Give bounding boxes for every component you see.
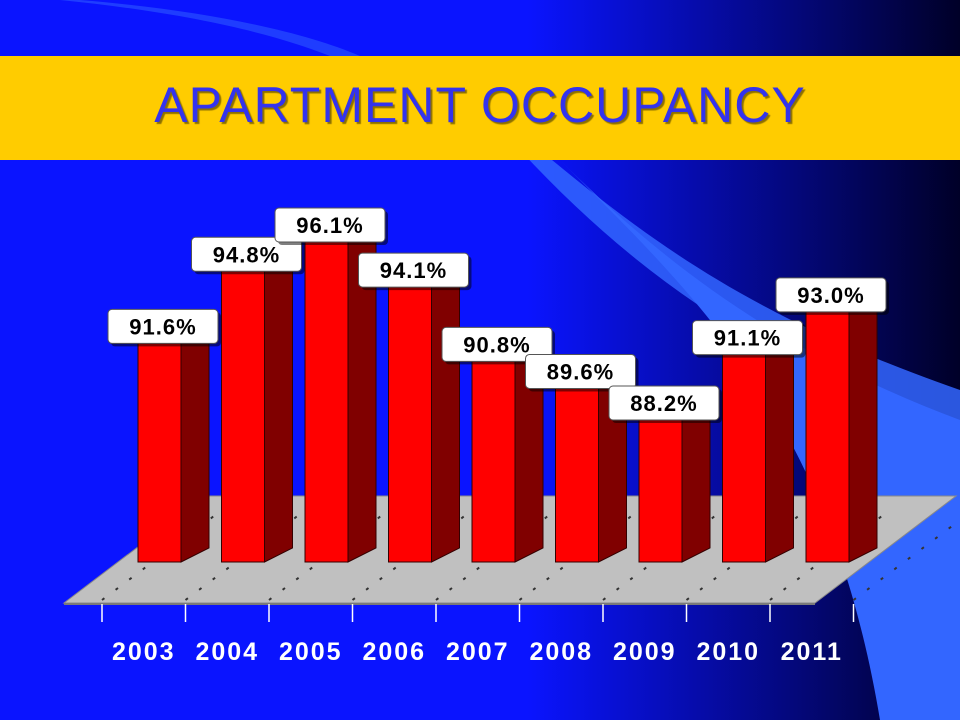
- bar-side: [765, 332, 794, 563]
- data-label: 89.6%: [547, 359, 614, 384]
- x-tick-label: 2011: [781, 638, 843, 666]
- data-label: 91.1%: [714, 326, 781, 351]
- data-label: 94.1%: [380, 258, 447, 283]
- data-label-box: [107, 308, 219, 344]
- bar: [638, 412, 683, 563]
- bar: [221, 263, 265, 563]
- data-label-box: [191, 236, 302, 272]
- bar: [805, 304, 850, 563]
- x-tick-label: 2007: [446, 638, 510, 666]
- bar-side: [681, 398, 711, 563]
- decorative-swoosh-large: [560, 160, 960, 720]
- x-tick-label: 2010: [696, 638, 760, 666]
- bar-side: [848, 290, 878, 563]
- data-label-box: [274, 207, 386, 243]
- data-label: 93.0%: [797, 283, 864, 308]
- bar: [555, 380, 599, 563]
- x-tick-label: 2004: [195, 638, 259, 666]
- data-label: 96.1%: [296, 213, 363, 238]
- x-tick-label: 2008: [529, 638, 593, 666]
- chart-title: APARTMENT OCCUPANCY: [154, 77, 806, 133]
- x-tick-label: 2006: [362, 638, 426, 666]
- data-label-box: [358, 252, 469, 288]
- bar: [722, 347, 766, 563]
- data-label: 88.2%: [630, 391, 697, 416]
- title-band: APARTMENT OCCUPANCY: [0, 56, 960, 160]
- data-label: 91.6%: [129, 314, 196, 339]
- bar: [388, 279, 432, 563]
- data-label: 94.8%: [213, 242, 280, 267]
- data-label-box: [775, 277, 887, 313]
- data-label-box: [608, 385, 720, 421]
- x-tick-label: 2003: [112, 638, 176, 666]
- bar: [137, 335, 182, 563]
- x-tick-label: 2009: [613, 638, 677, 666]
- bar: [471, 353, 516, 563]
- data-label-box: [441, 326, 553, 362]
- bar-side: [431, 265, 460, 563]
- x-tick-label: 2005: [279, 638, 343, 666]
- bar-side: [180, 321, 210, 563]
- bar: [304, 234, 349, 563]
- decorative-swoosh-top: [60, 0, 360, 56]
- data-label: 90.8%: [463, 332, 530, 357]
- data-label-box: [525, 353, 636, 389]
- bar-side: [264, 249, 293, 563]
- data-label-box: [692, 320, 803, 356]
